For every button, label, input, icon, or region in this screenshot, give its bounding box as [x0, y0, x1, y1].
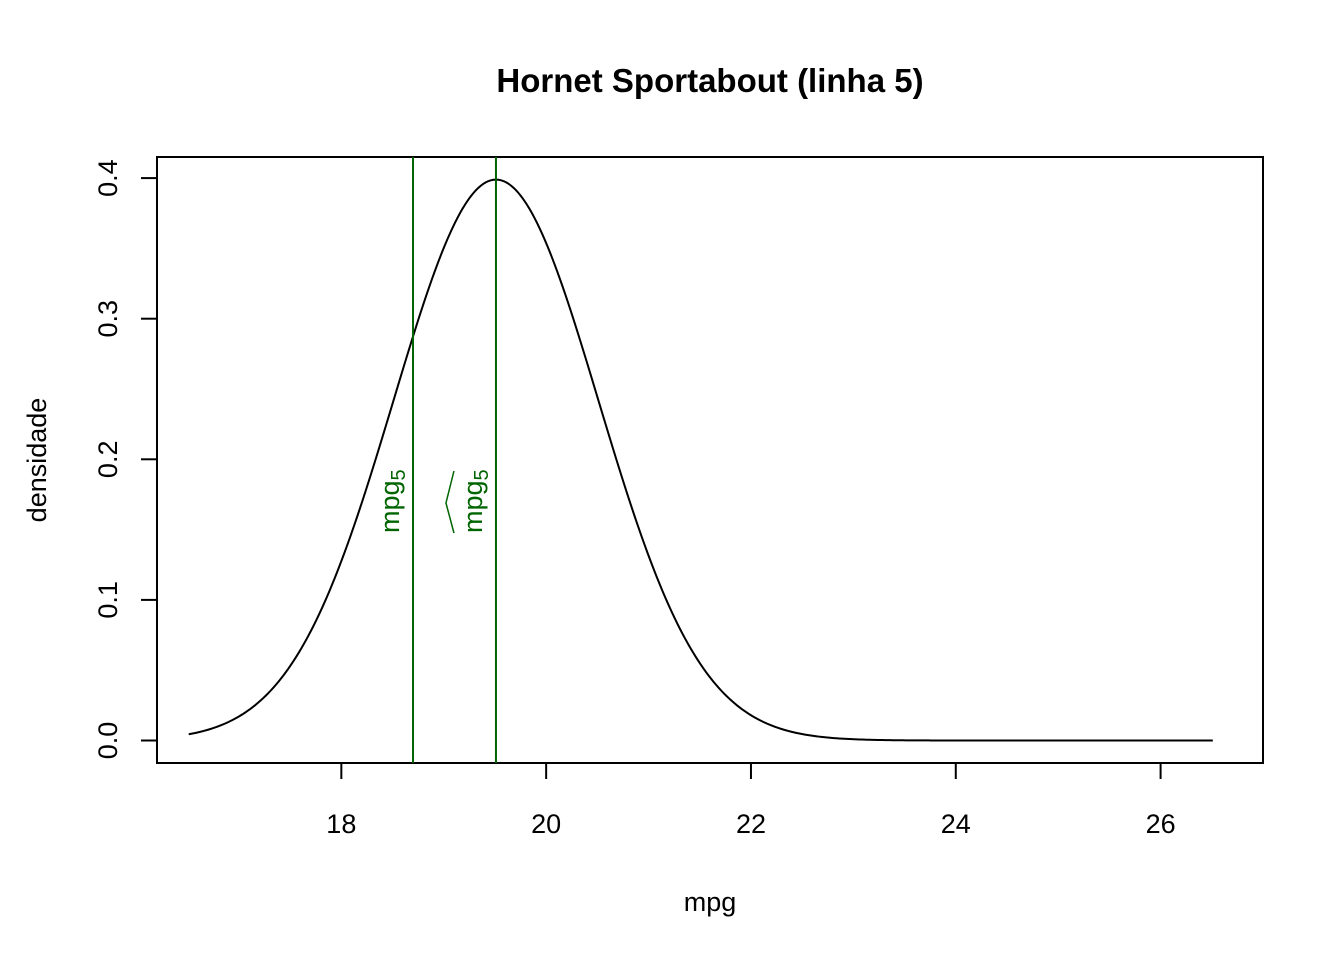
x-tick-label: 26	[1146, 809, 1176, 839]
reference-label-text: mpg5	[375, 469, 410, 533]
y-tick-label: 0.3	[93, 300, 123, 338]
y-tick-label: 0.2	[93, 441, 123, 479]
density-curve	[188, 178, 1213, 742]
curve-layer	[188, 178, 1213, 742]
plot-frame	[156, 156, 1264, 764]
reference-label-subscript: 5	[388, 469, 410, 480]
reference-label-subscript: 5	[471, 469, 493, 480]
y-axis-label: densidade	[22, 398, 52, 523]
x-axis: 18 20 22 24 26	[326, 762, 1176, 839]
hat-accent	[445, 470, 455, 534]
y-tick-label: 0.0	[93, 722, 123, 760]
x-tick-label: 22	[736, 809, 766, 839]
x-tick-label: 24	[941, 809, 971, 839]
x-axis-label: mpg	[684, 887, 737, 917]
y-axis: 0.0 0.1 0.2 0.3 0.4	[93, 159, 158, 760]
x-tick-label: 20	[531, 809, 561, 839]
reference-lines: mpg5 mpg5	[375, 157, 497, 763]
x-tick-label: 18	[326, 809, 356, 839]
chart-title: Hornet Sportabout (linha 5)	[496, 62, 923, 99]
y-tick-label: 0.1	[93, 581, 123, 619]
mpg5-hat-label: mpg5	[445, 469, 493, 534]
reference-label-text: mpg5	[458, 469, 493, 533]
y-tick-label: 0.4	[93, 159, 123, 197]
mpg5-label: mpg5	[375, 469, 410, 533]
